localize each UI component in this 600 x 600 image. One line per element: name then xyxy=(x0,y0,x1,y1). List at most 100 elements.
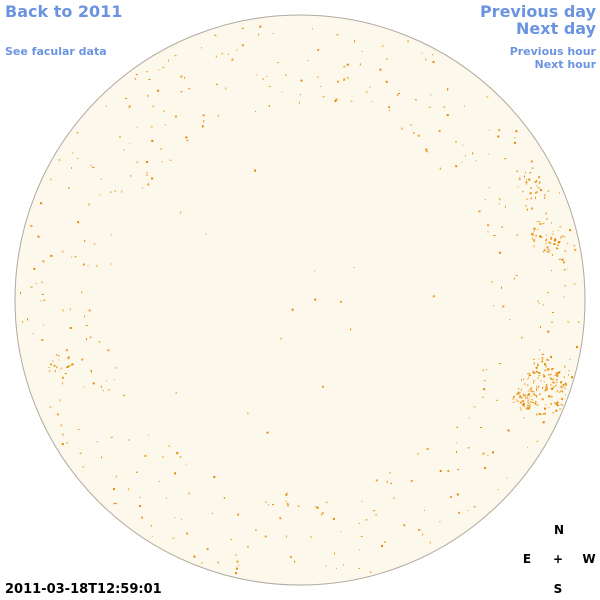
facula xyxy=(546,368,549,371)
facula xyxy=(532,237,534,240)
facula xyxy=(535,191,538,194)
facula xyxy=(538,303,540,304)
facula xyxy=(246,546,249,548)
facula xyxy=(545,388,548,391)
facula xyxy=(521,191,524,193)
facula xyxy=(79,452,82,454)
facula xyxy=(164,124,166,126)
facula xyxy=(487,455,489,457)
facula xyxy=(215,55,217,58)
facula xyxy=(489,129,491,131)
facula xyxy=(543,196,545,199)
facula xyxy=(535,234,537,237)
facula xyxy=(49,370,51,373)
facula xyxy=(88,309,91,312)
facula xyxy=(499,198,501,201)
facula xyxy=(539,349,540,351)
facula xyxy=(432,60,435,63)
facula xyxy=(62,250,64,253)
facula xyxy=(291,308,294,311)
facula xyxy=(361,50,363,52)
facula xyxy=(522,404,525,407)
facula xyxy=(535,401,537,404)
facula xyxy=(113,379,115,381)
facula xyxy=(91,370,92,373)
facula xyxy=(519,397,521,399)
facula xyxy=(531,234,534,236)
facula xyxy=(536,185,538,187)
facula xyxy=(536,413,538,416)
facula xyxy=(186,532,189,535)
facula xyxy=(49,406,52,408)
facula xyxy=(114,190,116,192)
facula xyxy=(359,63,361,66)
facula xyxy=(148,434,149,436)
facula xyxy=(256,74,258,76)
facula xyxy=(268,504,270,506)
facula xyxy=(523,417,525,419)
facula xyxy=(545,234,547,236)
facula xyxy=(113,488,115,491)
facula xyxy=(497,489,499,490)
facula xyxy=(366,90,368,93)
facula xyxy=(545,365,547,368)
facula xyxy=(501,286,502,289)
facula xyxy=(539,326,541,329)
next-hour-link[interactable]: Next hour xyxy=(534,58,597,71)
facula xyxy=(530,197,532,200)
facula xyxy=(532,232,534,235)
facula xyxy=(202,114,205,117)
facula xyxy=(538,372,541,374)
facula xyxy=(105,105,107,107)
facula xyxy=(62,382,63,385)
facula xyxy=(550,355,553,358)
facula xyxy=(527,393,530,396)
previous-day-link[interactable]: Previous day xyxy=(479,2,596,21)
facula xyxy=(255,529,257,532)
facula xyxy=(541,360,543,363)
facula xyxy=(537,229,539,230)
facula xyxy=(425,58,427,61)
facula xyxy=(414,99,417,101)
facula xyxy=(533,380,536,382)
facula xyxy=(526,208,528,211)
facula xyxy=(128,488,130,491)
facula xyxy=(531,207,534,210)
facula xyxy=(181,518,183,520)
facula xyxy=(538,221,541,222)
facula xyxy=(563,261,565,264)
facular-link[interactable]: See facular data xyxy=(5,45,107,58)
facula xyxy=(388,106,391,109)
facula xyxy=(332,517,335,520)
facula xyxy=(136,126,138,128)
facula xyxy=(425,151,428,153)
facula xyxy=(358,522,360,524)
facula xyxy=(533,245,535,248)
facula xyxy=(567,243,569,244)
facula xyxy=(238,565,239,567)
facula xyxy=(350,100,353,102)
facula xyxy=(552,380,554,382)
back-link[interactable]: Back to 2011 xyxy=(5,2,123,21)
compass-east: E xyxy=(522,552,532,566)
facula xyxy=(578,321,580,323)
facula xyxy=(174,517,176,518)
next-day-link[interactable]: Next day xyxy=(516,19,596,38)
facula xyxy=(193,555,196,558)
facula xyxy=(200,562,203,564)
facula xyxy=(456,426,458,429)
facula xyxy=(43,324,44,326)
facula xyxy=(547,374,550,376)
facula xyxy=(526,395,529,397)
facula xyxy=(542,374,545,376)
facula xyxy=(96,264,98,267)
facula xyxy=(410,124,413,126)
faculae xyxy=(20,25,580,575)
facula xyxy=(533,393,536,396)
facula xyxy=(61,443,64,446)
facula xyxy=(504,158,507,160)
previous-hour-link[interactable]: Previous hour xyxy=(509,45,596,58)
facula xyxy=(185,463,187,465)
facula xyxy=(539,181,541,184)
